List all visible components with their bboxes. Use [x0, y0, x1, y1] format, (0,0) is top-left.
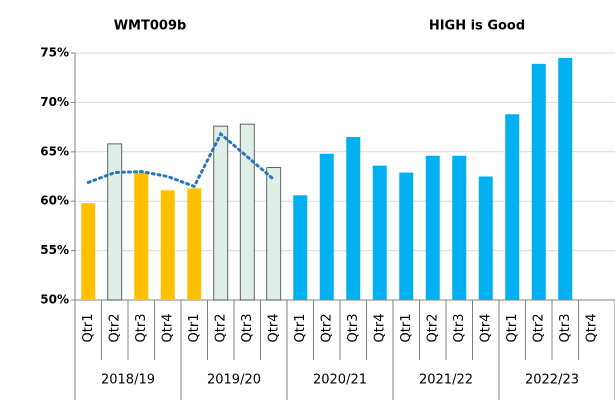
- bar: [266, 167, 282, 301]
- x-tick-label: Qtr1: [293, 314, 308, 343]
- x-tick-label: Qtr2: [107, 314, 122, 343]
- group-label: 2019/20: [207, 373, 261, 388]
- x-tick-label: Qtr3: [240, 314, 255, 343]
- y-tick-label: 55%: [40, 243, 69, 257]
- x-tick-label: Qtr2: [319, 314, 334, 343]
- bar: [107, 143, 123, 301]
- bar: [81, 203, 96, 300]
- x-tick-label: Qtr4: [372, 314, 387, 343]
- trend-line: [86, 131, 276, 189]
- x-tick-label: Qtr1: [505, 314, 520, 343]
- group-label: 2018/19: [101, 373, 155, 388]
- x-tick-label: Qtr2: [213, 314, 228, 343]
- bar: [558, 57, 573, 300]
- annotation: HIGH is Good: [429, 19, 525, 34]
- group-label: 2022/23: [525, 373, 579, 388]
- y-tick-label: 75%: [40, 46, 69, 60]
- bar: [346, 136, 361, 300]
- group-label: 2021/22: [419, 373, 473, 388]
- x-tick-label: Qtr3: [558, 314, 573, 343]
- y-tick-label: 70%: [40, 95, 69, 109]
- bar: [239, 123, 255, 301]
- bar: [319, 153, 334, 300]
- x-tick-label: Qtr4: [478, 314, 493, 343]
- bar: [293, 195, 308, 300]
- x-tick-label: Qtr2: [531, 314, 546, 343]
- bar: [372, 165, 387, 300]
- bar: [213, 125, 229, 301]
- x-tick-label: Qtr1: [399, 314, 414, 343]
- bar: [134, 172, 149, 300]
- bar: [531, 63, 546, 301]
- x-tick-label: Qtr2: [425, 314, 440, 343]
- bar: [399, 172, 414, 300]
- bar: [160, 190, 175, 300]
- bar: [478, 176, 493, 300]
- x-tick-label: Qtr1: [81, 314, 96, 343]
- x-tick-label: Qtr4: [160, 314, 175, 343]
- bar: [425, 155, 440, 300]
- x-tick-label: Qtr3: [346, 314, 361, 343]
- x-tick-label: Qtr3: [452, 314, 467, 343]
- group-label: 2020/21: [313, 373, 367, 388]
- y-tick-label: 65%: [40, 144, 69, 158]
- x-tick-label: Qtr1: [187, 314, 202, 343]
- bar: [505, 114, 520, 300]
- bar: [452, 155, 467, 300]
- x-tick-label: Qtr4: [584, 314, 599, 343]
- annotation: WMT009b: [114, 19, 187, 34]
- y-tick-label: 60%: [40, 194, 69, 208]
- x-tick-label: Qtr3: [134, 314, 149, 343]
- y-tick-label: 50%: [40, 293, 69, 307]
- bar: [187, 188, 202, 300]
- x-tick-label: Qtr4: [266, 314, 281, 343]
